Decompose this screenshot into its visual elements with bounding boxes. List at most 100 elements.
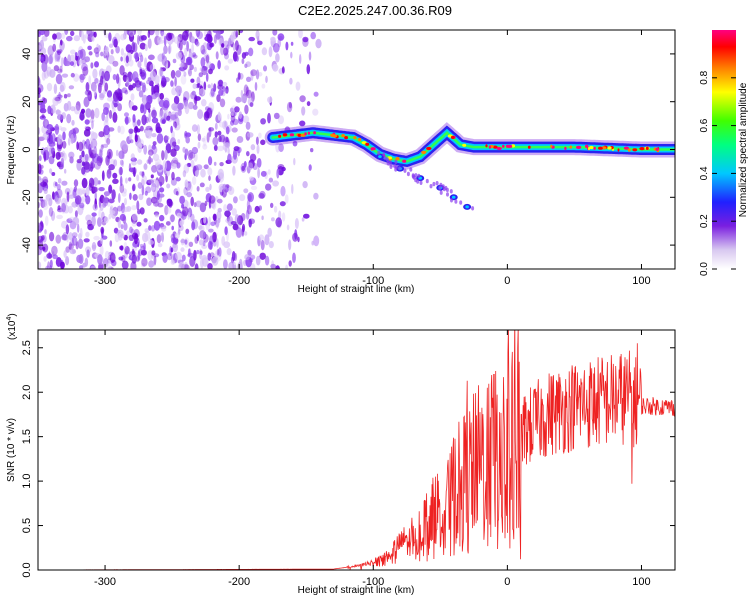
noise-blob	[197, 133, 202, 142]
spectrogram-secondary-trace	[375, 150, 475, 211]
noise-blob	[236, 77, 240, 83]
noise-blob	[217, 130, 222, 136]
noise-blob	[40, 181, 47, 187]
noise-blob	[312, 108, 319, 116]
ridge-hotspot	[282, 133, 288, 137]
noise-blob	[313, 192, 319, 200]
noise-blob	[38, 93, 41, 98]
noise-blob	[235, 96, 242, 103]
noise-blob	[218, 247, 222, 257]
noise-blob	[215, 196, 219, 202]
ridge-hotspot	[655, 147, 659, 151]
ridge-hotspot	[278, 134, 282, 138]
noise-blob	[154, 199, 159, 207]
noise-blob	[177, 139, 181, 144]
noise-blob	[134, 233, 138, 245]
noise-blob	[134, 125, 139, 132]
noise-blob	[191, 221, 196, 231]
noise-blob	[157, 83, 160, 90]
noise-blob	[44, 215, 49, 226]
noise-blob	[243, 231, 248, 236]
noise-blob	[244, 104, 249, 115]
noise-blob	[112, 74, 117, 81]
noise-blob	[206, 34, 213, 44]
noise-blob	[60, 163, 65, 169]
noise-blob	[187, 248, 191, 257]
trace-speckle	[383, 155, 387, 161]
noise-blob	[275, 265, 280, 269]
noise-blob	[246, 76, 252, 83]
noise-blob	[75, 101, 81, 111]
noise-blob	[49, 69, 56, 78]
noise-blob	[61, 234, 68, 241]
noise-blob	[159, 214, 165, 222]
noise-blob	[213, 144, 218, 151]
noise-blob	[201, 244, 208, 249]
noise-blob	[71, 232, 78, 238]
noise-blob	[286, 224, 290, 231]
noise-blob	[223, 204, 228, 212]
noise-blob	[206, 107, 213, 119]
noise-blob	[128, 84, 134, 91]
noise-blob	[190, 196, 194, 207]
noise-blob	[85, 108, 92, 118]
noise-blob	[215, 51, 219, 60]
noise-blob	[183, 71, 187, 77]
noise-blob	[108, 55, 115, 65]
noise-blob	[156, 133, 164, 144]
noise-blob	[264, 255, 270, 266]
x-tick-label: -100	[362, 576, 384, 588]
noise-blob	[67, 93, 71, 98]
noise-blob	[118, 256, 124, 261]
spectrogram-ridge	[264, 122, 675, 170]
noise-blob	[79, 74, 85, 83]
ridge-hotspot	[488, 145, 491, 149]
noise-blob	[295, 81, 301, 91]
noise-blob	[209, 42, 215, 48]
noise-blob	[272, 43, 280, 53]
noise-blob	[141, 263, 146, 268]
noise-blob	[225, 218, 232, 224]
ridge-hotspot	[421, 150, 427, 154]
noise-blob	[230, 221, 237, 225]
noise-blob	[119, 213, 126, 222]
noise-blob	[238, 116, 244, 125]
noise-blob	[90, 62, 94, 69]
noise-blob	[69, 187, 74, 197]
noise-blob	[81, 161, 85, 167]
y-tick-label: 0.5	[21, 518, 33, 533]
noise-blob	[176, 88, 183, 95]
noise-blob	[54, 182, 58, 187]
noise-blob	[223, 259, 228, 269]
noise-blob	[200, 258, 204, 269]
noise-blob	[199, 202, 207, 213]
noise-blob	[77, 189, 81, 195]
noise-blob	[38, 87, 41, 95]
noise-blob	[103, 125, 110, 136]
noise-blob	[49, 231, 55, 242]
noise-blob	[202, 143, 208, 150]
noise-blob	[275, 141, 280, 153]
noise-blob	[246, 151, 250, 157]
noise-blob	[161, 150, 165, 161]
noise-blob	[153, 189, 158, 199]
noise-blob	[199, 182, 205, 188]
noise-blob	[258, 234, 265, 242]
ridge-hotspot	[297, 133, 302, 137]
noise-blob	[138, 35, 144, 42]
noise-blob	[87, 94, 91, 100]
noise-blob	[99, 205, 104, 211]
noise-blob	[207, 84, 211, 89]
noise-blob	[108, 213, 112, 220]
noise-blob	[166, 198, 173, 204]
noise-blob	[157, 203, 164, 208]
noise-blob	[281, 212, 286, 222]
noise-blob	[224, 65, 230, 71]
ridge-hotspot	[395, 157, 400, 161]
noise-blob	[91, 244, 97, 249]
noise-blob	[224, 210, 231, 217]
noise-blob	[183, 163, 190, 174]
noise-blob	[43, 151, 47, 162]
x-tick-label: -200	[228, 275, 250, 287]
noise-blob	[174, 121, 177, 129]
